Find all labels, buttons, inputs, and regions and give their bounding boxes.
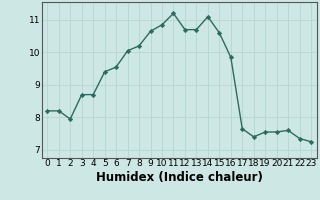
X-axis label: Humidex (Indice chaleur): Humidex (Indice chaleur) [96, 171, 263, 184]
